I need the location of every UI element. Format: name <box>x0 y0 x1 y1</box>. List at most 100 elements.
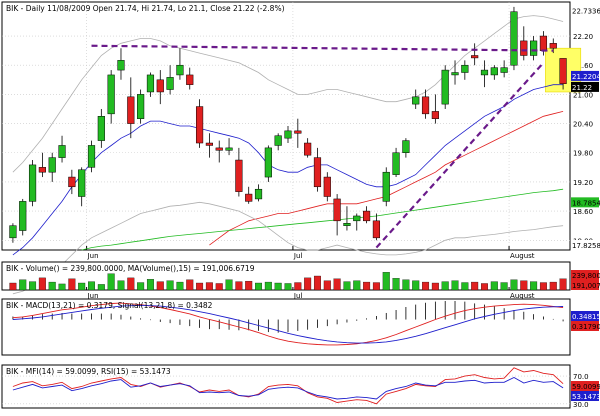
price-y-tick-label: 20.40 <box>573 121 593 129</box>
candle <box>274 133 282 151</box>
price-value-label: 18.7854 <box>571 197 600 208</box>
candle-body-down <box>68 176 76 188</box>
candle <box>402 138 410 158</box>
candle <box>245 186 253 204</box>
candle-body-up <box>58 145 66 158</box>
candle-body-up <box>412 96 420 105</box>
candle <box>127 77 135 139</box>
candle <box>156 70 164 105</box>
volume-bar <box>9 282 17 291</box>
volume-bar <box>343 281 351 291</box>
candle <box>520 26 528 61</box>
price-value-label-bg <box>571 240 599 250</box>
month-label: Jun <box>87 252 99 260</box>
candle-body-up <box>254 188 263 200</box>
volume-bar <box>431 282 439 291</box>
candle <box>166 65 174 95</box>
price-value-label-text: 21.2204 <box>572 73 600 81</box>
volume-bar <box>294 282 302 291</box>
price-value-label-text: 22.7336 <box>572 7 600 15</box>
candle <box>441 65 449 109</box>
candle-body-up <box>176 64 184 76</box>
volume-bar <box>422 281 430 291</box>
candle <box>382 167 390 207</box>
volume-bar <box>520 280 528 291</box>
candle <box>38 152 46 178</box>
volume-bar <box>500 282 508 291</box>
volume-bar <box>235 281 243 291</box>
candle-body-up <box>48 157 56 173</box>
candle <box>431 94 439 124</box>
volume-bar <box>255 282 263 291</box>
candle-body-down <box>294 130 302 134</box>
price-value-label: 21.2204 <box>571 70 600 81</box>
candle-body-down <box>471 55 479 59</box>
candle <box>313 147 322 192</box>
candle-body-down <box>363 210 371 222</box>
candle <box>372 213 381 241</box>
candle <box>323 172 331 202</box>
candle-body-up <box>510 11 518 66</box>
candle <box>107 70 115 124</box>
macd-value-label-text: 0.348152 <box>572 313 600 321</box>
candle-body-up <box>343 223 351 226</box>
macd-chart-title: BIK - MACD(13,21) = 0.3179, Signal(13,21… <box>6 301 213 310</box>
candle <box>471 43 479 66</box>
candle-body-down <box>323 176 331 197</box>
candle-body-up <box>28 164 37 202</box>
volume-bar <box>274 282 282 291</box>
volume-bar <box>353 280 361 291</box>
price-value-label-text: 18.7854 <box>572 199 600 207</box>
candle <box>490 65 498 80</box>
candle-body-up <box>353 215 361 222</box>
candle-body-up <box>87 145 96 168</box>
candle-body-down <box>333 198 341 222</box>
volume-bar <box>481 283 488 291</box>
candle <box>412 89 420 109</box>
candle <box>48 152 56 182</box>
candle-body-up <box>166 77 174 90</box>
price-panel-frame <box>1 1 571 251</box>
candle <box>176 48 184 80</box>
candle-body-up <box>480 69 489 76</box>
mfi-line <box>12 367 564 405</box>
volume-bar <box>284 283 292 291</box>
candle-body-down <box>372 220 381 239</box>
price-value-label-text: 21.22 <box>572 84 592 92</box>
volume-chart-title: BIK - Volume() = 239,800.0000, MA(Volume… <box>6 264 255 273</box>
mfi-rsi-value-label: 59.0099 <box>571 381 600 391</box>
volume-bar <box>225 279 233 291</box>
candle-body-up <box>451 72 459 76</box>
macd-value-label-bg <box>571 321 599 331</box>
price-y-tick-label: 21.60 <box>573 62 593 70</box>
candle <box>284 126 292 144</box>
volume-month-label: Jul <box>293 292 303 300</box>
volume-bar <box>441 281 449 291</box>
candle-body-up <box>97 116 105 141</box>
price-value-label: 22.7336 <box>571 5 600 16</box>
candle <box>480 60 489 88</box>
candle-body-down <box>156 79 164 93</box>
price-value-label-bg <box>571 5 599 16</box>
candle-body-up <box>461 64 469 73</box>
volume-bar <box>127 277 135 291</box>
volume-bar <box>382 272 390 291</box>
candle-body-up <box>78 169 86 197</box>
volume-bar <box>539 282 547 291</box>
volume-bar <box>333 278 341 291</box>
volume-bar <box>166 280 174 291</box>
volume-bar <box>372 282 380 291</box>
mfi-rsi-panel-frame <box>1 364 571 409</box>
volume-bar <box>68 278 76 291</box>
volume-bar <box>156 281 164 291</box>
price-y-tick-label: 19.80 <box>573 150 593 158</box>
candle <box>353 213 361 231</box>
volume-bar <box>107 273 115 291</box>
candle-body-down <box>549 43 557 49</box>
candle-body-down <box>520 40 528 56</box>
candle-body-up <box>402 140 410 153</box>
candle-body-up <box>137 94 145 119</box>
volume-bar <box>245 280 253 291</box>
volume-bar <box>392 278 400 291</box>
